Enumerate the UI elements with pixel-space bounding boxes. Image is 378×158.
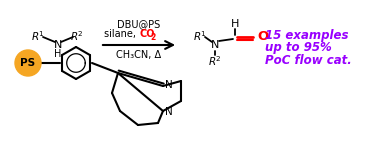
Text: $R^1$: $R^1$ xyxy=(31,29,45,43)
Text: $R^2$: $R^2$ xyxy=(70,29,84,43)
Text: CH₃CN, Δ: CH₃CN, Δ xyxy=(116,50,161,60)
Circle shape xyxy=(15,50,41,76)
Text: N: N xyxy=(54,40,62,50)
Text: silane,: silane, xyxy=(104,29,139,39)
Text: H: H xyxy=(54,49,62,59)
Text: O: O xyxy=(257,30,268,43)
Text: PS: PS xyxy=(20,58,36,68)
Text: CO: CO xyxy=(139,29,155,39)
Text: $R^1$: $R^1$ xyxy=(193,29,207,43)
Text: PoC flow cat.: PoC flow cat. xyxy=(265,54,352,67)
Text: 15 examples: 15 examples xyxy=(265,30,349,43)
Text: N: N xyxy=(211,40,219,50)
Text: 2: 2 xyxy=(150,33,155,42)
Text: H: H xyxy=(231,19,239,29)
Text: N: N xyxy=(165,80,173,90)
Text: up to 95%: up to 95% xyxy=(265,42,332,55)
Text: DBU@PS: DBU@PS xyxy=(118,19,161,29)
Text: $R^2$: $R^2$ xyxy=(208,54,222,68)
Text: N: N xyxy=(165,107,173,117)
